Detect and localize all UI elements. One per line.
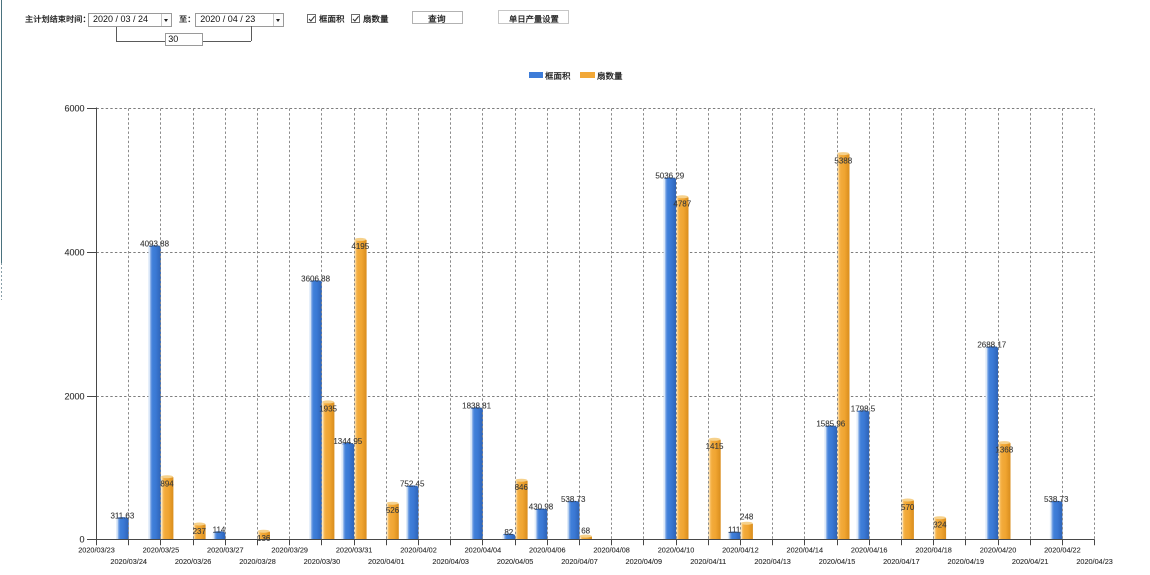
svg-text:2020/04/18: 2020/04/18	[915, 546, 952, 555]
svg-text:526: 526	[386, 506, 400, 515]
svg-text:136: 136	[257, 534, 271, 543]
svg-text:2020/03/26: 2020/03/26	[175, 557, 212, 566]
svg-text:6000: 6000	[64, 104, 84, 114]
svg-text:2020/03/31: 2020/03/31	[336, 546, 373, 555]
svg-text:752.45: 752.45	[400, 480, 425, 489]
svg-text:2020/03/30: 2020/03/30	[304, 557, 341, 566]
svg-text:538.73: 538.73	[561, 495, 586, 504]
svg-text:2020/04/04: 2020/04/04	[465, 546, 502, 555]
svg-text:2020/04/13: 2020/04/13	[754, 557, 791, 566]
svg-text:2020/04/23: 2020/04/23	[1076, 557, 1113, 566]
svg-text:430.98: 430.98	[529, 503, 554, 512]
svg-text:2020/04/09: 2020/04/09	[626, 557, 663, 566]
svg-text:846: 846	[515, 483, 529, 492]
svg-text:894: 894	[160, 480, 174, 489]
svg-text:4093.88: 4093.88	[140, 239, 169, 248]
svg-text:4000: 4000	[64, 248, 84, 258]
svg-text:2020/03/29: 2020/03/29	[271, 546, 308, 555]
svg-text:311.63: 311.63	[110, 511, 134, 520]
svg-text:1415: 1415	[706, 442, 724, 451]
svg-text:2020/04/16: 2020/04/16	[851, 546, 888, 555]
svg-text:2020/04/20: 2020/04/20	[980, 546, 1017, 555]
svg-text:2020/04/10: 2020/04/10	[658, 546, 695, 555]
svg-text:2020/03/23: 2020/03/23	[78, 546, 115, 555]
svg-text:248: 248	[740, 513, 754, 522]
svg-text:68: 68	[581, 526, 590, 535]
svg-text:5388: 5388	[834, 156, 852, 165]
svg-text:1798.5: 1798.5	[851, 404, 876, 413]
svg-text:2020/04/06: 2020/04/06	[529, 546, 566, 555]
svg-text:2020/04/17: 2020/04/17	[883, 557, 920, 566]
svg-text:2020/03/25: 2020/03/25	[143, 546, 180, 555]
svg-text:2020/04/08: 2020/04/08	[593, 546, 630, 555]
svg-text:2020/04/21: 2020/04/21	[1012, 557, 1049, 566]
svg-text:2020/04/02: 2020/04/02	[400, 546, 437, 555]
svg-text:2688.17: 2688.17	[977, 340, 1006, 349]
svg-text:82: 82	[504, 528, 513, 537]
svg-text:2000: 2000	[64, 392, 84, 402]
svg-text:114: 114	[213, 526, 226, 535]
svg-text:1838.81: 1838.81	[462, 402, 491, 411]
svg-text:2020/04/14: 2020/04/14	[787, 546, 824, 555]
svg-text:570: 570	[901, 503, 915, 512]
svg-text:2020/04/01: 2020/04/01	[368, 557, 405, 566]
svg-text:2020/04/22: 2020/04/22	[1044, 546, 1081, 555]
svg-text:538.73: 538.73	[1044, 495, 1069, 504]
svg-text:2020/03/24: 2020/03/24	[110, 557, 147, 566]
svg-text:0: 0	[79, 535, 84, 545]
svg-text:2020/04/19: 2020/04/19	[948, 557, 985, 566]
svg-text:2020/04/12: 2020/04/12	[722, 546, 759, 555]
svg-text:1585.96: 1585.96	[816, 420, 845, 429]
svg-text:5036.29: 5036.29	[655, 172, 684, 181]
svg-text:2020/04/05: 2020/04/05	[497, 557, 534, 566]
svg-text:2020/03/28: 2020/03/28	[239, 557, 276, 566]
svg-text:1935: 1935	[319, 405, 337, 414]
svg-text:1344.95: 1344.95	[333, 437, 362, 446]
svg-text:2020/04/07: 2020/04/07	[561, 557, 598, 566]
svg-text:111: 111	[728, 526, 741, 535]
svg-text:2020/04/11: 2020/04/11	[690, 557, 726, 566]
svg-text:4195: 4195	[351, 242, 369, 251]
svg-text:3606.88: 3606.88	[301, 274, 330, 283]
svg-text:4787: 4787	[673, 200, 691, 209]
svg-text:2020/03/27: 2020/03/27	[207, 546, 244, 555]
svg-text:324: 324	[933, 521, 947, 530]
svg-text:2020/04/15: 2020/04/15	[819, 557, 856, 566]
svg-text:2020/04/03: 2020/04/03	[432, 557, 469, 566]
svg-text:237: 237	[193, 527, 207, 536]
svg-text:1368: 1368	[995, 445, 1013, 454]
